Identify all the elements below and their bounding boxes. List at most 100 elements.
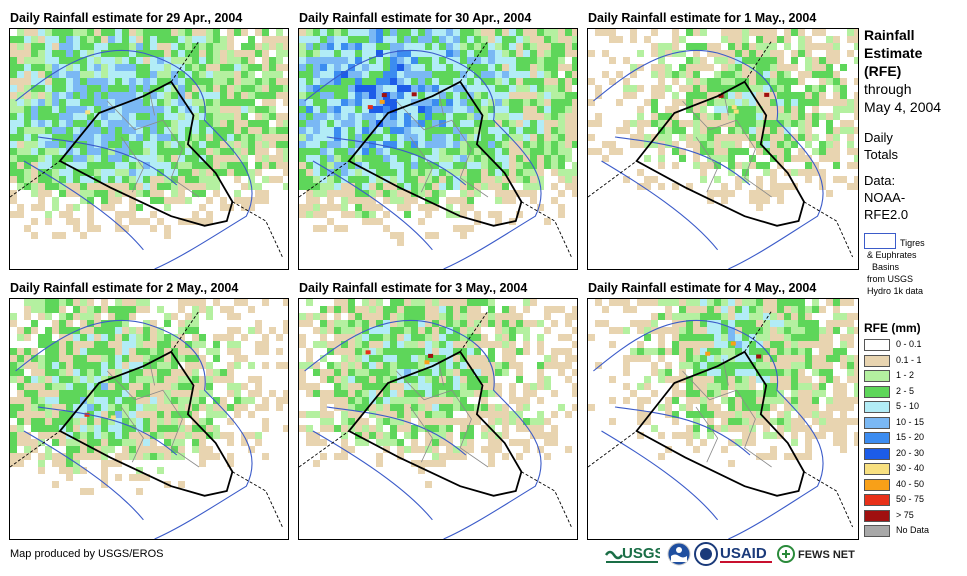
rain-cell <box>693 92 700 99</box>
rainfall-map-2[interactable] <box>298 28 578 270</box>
rain-cell <box>460 232 467 239</box>
rain-cell <box>376 376 383 383</box>
rain-cell <box>565 411 572 418</box>
rain-cell <box>383 418 390 425</box>
rain-cell <box>530 64 537 71</box>
rain-cell <box>108 411 115 418</box>
rain-cell <box>474 327 481 334</box>
usaid-seal-logo[interactable] <box>694 541 718 567</box>
usgs-logo[interactable]: USGS <box>604 541 665 567</box>
rain-cell <box>220 376 227 383</box>
rainfall-map-5[interactable] <box>298 298 578 540</box>
rain-cell <box>73 43 80 50</box>
rain-cell <box>770 362 777 369</box>
rain-cell <box>276 64 283 71</box>
rain-cell <box>164 204 171 211</box>
noaa-logo[interactable] <box>666 541 692 567</box>
rain-cell <box>679 120 686 127</box>
panel-title-1: Daily Rainfall estimate for 29 Apr., 200… <box>10 11 243 25</box>
rain-cell <box>551 43 558 50</box>
rain-cell <box>10 155 17 162</box>
rain-cell <box>355 127 362 134</box>
rain-cell <box>136 439 143 446</box>
rainfall-map-1[interactable] <box>9 28 289 270</box>
rain-cell <box>94 313 101 320</box>
rain-cell <box>763 299 770 306</box>
rain-cell <box>784 334 791 341</box>
rain-cell <box>320 71 327 78</box>
rain-cell <box>313 148 320 155</box>
rain-cell <box>150 127 157 134</box>
rain-cell <box>355 341 362 348</box>
rainfall-map-6[interactable] <box>587 298 859 540</box>
rain-cell <box>122 36 129 43</box>
rain-cell <box>341 390 348 397</box>
rain-cell <box>637 50 644 57</box>
rain-cell <box>122 183 129 190</box>
rain-cell <box>17 106 24 113</box>
rain-cell <box>255 43 262 50</box>
rain-cell <box>425 57 432 64</box>
rainfall-map-4[interactable] <box>9 298 289 540</box>
rain-cell <box>87 190 94 197</box>
rain-cell <box>185 183 192 190</box>
rain-cell <box>460 190 467 197</box>
rain-cell <box>847 334 854 341</box>
rain-cell <box>770 183 777 190</box>
rain-cell <box>341 211 348 218</box>
rain-cell <box>630 306 637 313</box>
rain-cell <box>565 313 572 320</box>
rain-cell <box>502 29 509 36</box>
rain-cell <box>262 155 269 162</box>
rain-cell <box>572 313 577 320</box>
rain-cell <box>164 320 171 327</box>
rain-cell <box>453 313 460 320</box>
rain-cell <box>269 176 276 183</box>
rain-cell <box>320 341 327 348</box>
rain-cell <box>171 120 178 127</box>
usaid-logo[interactable]: USAID <box>718 541 774 567</box>
rain-cell <box>66 141 73 148</box>
rain-cell <box>523 418 530 425</box>
rain-cell <box>460 446 467 453</box>
rain-cell <box>38 341 45 348</box>
rain-cell <box>847 376 854 383</box>
rain-cell <box>418 376 425 383</box>
rain-cell <box>833 383 840 390</box>
rain-cell <box>276 92 283 99</box>
rain-cell <box>763 43 770 50</box>
rain-cell <box>812 306 819 313</box>
rain-cell <box>341 113 348 120</box>
rain-cell <box>481 176 488 183</box>
rain-cell <box>269 57 276 64</box>
rain-cell <box>756 327 763 334</box>
rain-cell <box>255 29 262 36</box>
rain-cell <box>10 64 17 71</box>
rain-cell <box>756 176 763 183</box>
rain-cell <box>327 71 334 78</box>
fews-net-logo[interactable]: FEWS NET <box>776 541 856 567</box>
rain-cell <box>17 78 24 85</box>
rain-cell <box>283 92 288 99</box>
map-svg-1 <box>10 29 288 269</box>
rain-cell <box>530 383 537 390</box>
rain-cell <box>383 148 390 155</box>
rain-cell <box>164 176 171 183</box>
rain-cell <box>157 306 164 313</box>
rain-cell <box>122 141 129 148</box>
rain-cell <box>66 64 73 71</box>
rain-cell <box>735 85 742 92</box>
rain-cell <box>31 299 38 306</box>
rain-cell <box>565 362 572 369</box>
rain-cell <box>136 425 143 432</box>
rain-cell <box>52 197 59 204</box>
rain-cell <box>206 169 213 176</box>
rainfall-map-3[interactable] <box>587 28 859 270</box>
rain-cell <box>791 425 798 432</box>
rain-cell <box>502 453 509 460</box>
rain-cell <box>588 120 595 127</box>
rain-cell <box>833 320 840 327</box>
rain-cell <box>523 113 530 120</box>
rain-cell <box>777 418 784 425</box>
rain-cell <box>516 141 523 148</box>
